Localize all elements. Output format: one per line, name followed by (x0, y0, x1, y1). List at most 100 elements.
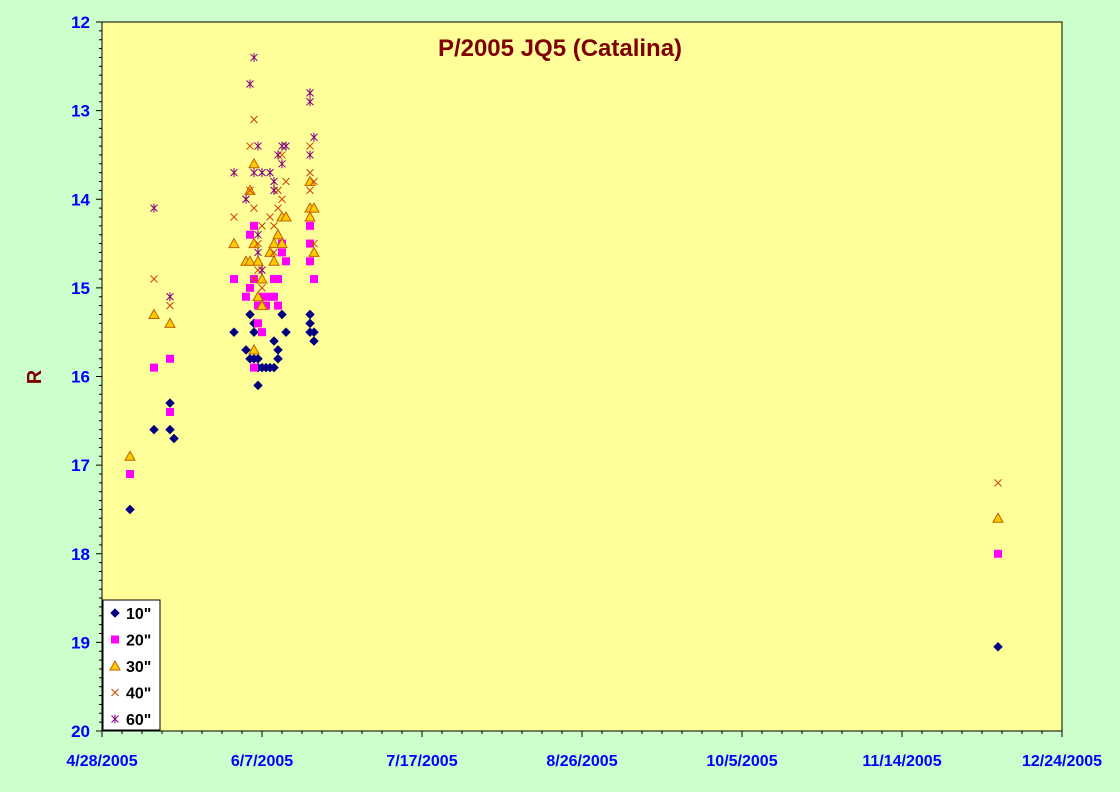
data-point (246, 283, 254, 292)
data-point (278, 248, 286, 257)
legend-label: 10" (126, 606, 151, 623)
data-point (246, 186, 254, 195)
data-point (274, 150, 282, 160)
data-point (308, 202, 320, 213)
y-tick-label: 16 (71, 368, 90, 387)
x-tick-label: 6/7/2005 (231, 753, 293, 770)
data-point (269, 362, 279, 373)
y-tick-labels: 12 13 14 15 16 17 18 19 20 (71, 13, 90, 741)
data-point (166, 354, 174, 363)
data-point (254, 230, 262, 240)
data-point (150, 203, 158, 213)
data-point (124, 450, 136, 461)
data-point (230, 213, 238, 221)
data-point (258, 221, 266, 230)
data-point (126, 469, 134, 478)
data-point (242, 292, 250, 301)
data-point (150, 275, 158, 283)
data-point (254, 247, 262, 257)
data-point (282, 177, 290, 186)
x-tick-label: 7/17/2005 (386, 753, 457, 770)
data-point (270, 221, 278, 230)
y-tick-label: 19 (71, 633, 90, 652)
data-point (994, 549, 1002, 558)
data-point (250, 363, 258, 372)
data-point (306, 239, 314, 248)
data-point (274, 204, 282, 212)
data-point (252, 290, 264, 302)
data-point (230, 275, 238, 284)
data-point (306, 142, 314, 150)
data-point (308, 246, 320, 257)
data-point (250, 221, 258, 230)
data-point (306, 257, 314, 266)
legend-marker (111, 688, 119, 697)
x-tick-label: 11/14/2005 (862, 753, 941, 770)
data-point (166, 407, 174, 416)
data-point (125, 504, 135, 515)
data-point (310, 239, 318, 248)
series-3 (124, 157, 1004, 523)
y-tick-label: 15 (71, 279, 90, 298)
data-point (166, 301, 174, 310)
data-point (282, 141, 290, 151)
data-point (306, 168, 314, 177)
data-point (241, 345, 251, 355)
data-point (229, 327, 239, 338)
data-point (250, 52, 258, 62)
data-point (266, 168, 274, 178)
y-tick-label: 14 (71, 190, 90, 209)
legend-label: 20" (126, 633, 151, 650)
data-point (165, 424, 175, 435)
y-tick-label: 18 (71, 545, 90, 564)
data-point (992, 512, 1004, 523)
data-marks (124, 52, 1004, 652)
data-point (269, 336, 279, 346)
y-tick-label: 13 (71, 102, 90, 121)
legend-label: 30" (126, 659, 151, 676)
data-point (281, 327, 291, 338)
legend-label: 60" (126, 712, 151, 729)
data-point (149, 424, 159, 435)
data-point (268, 255, 280, 266)
data-point (246, 79, 254, 89)
data-point (230, 168, 238, 178)
legend-marker (109, 659, 121, 671)
data-point (277, 309, 287, 320)
data-point (250, 275, 258, 283)
data-point (278, 159, 286, 169)
data-point (270, 177, 278, 187)
legend-items: 10" 20" 30" 40" 60" (109, 606, 151, 729)
data-point (253, 380, 263, 391)
data-point (274, 301, 282, 310)
data-point (306, 186, 314, 195)
data-point (256, 272, 268, 284)
data-point (268, 237, 280, 249)
data-point (280, 210, 292, 222)
data-point (276, 237, 288, 249)
data-point (252, 255, 264, 266)
plot-area (101, 21, 1063, 732)
y-tick-label: 12 (71, 13, 90, 32)
data-point (248, 343, 260, 355)
x-tick-label: 4/28/2005 (66, 753, 137, 770)
data-point (250, 115, 258, 124)
y-tick-label: 17 (71, 456, 90, 475)
data-point (246, 230, 254, 239)
y-axis-label: R (24, 369, 46, 384)
x-tick-labels: 4/28/2005 6/7/2005 7/17/2005 8/26/2005 10/5/… (66, 753, 1102, 770)
data-point (228, 237, 240, 249)
x-tick-label: 10/5/2005 (706, 753, 777, 770)
chart-title: P/2005 JQ5 (Catalina) (438, 35, 682, 62)
data-point (150, 363, 158, 372)
data-point (246, 142, 254, 150)
data-point (164, 317, 176, 328)
data-point (272, 228, 284, 240)
data-point (248, 157, 260, 169)
data-point (148, 308, 160, 319)
data-point (254, 319, 262, 328)
data-point (310, 275, 318, 284)
data-point (270, 248, 278, 257)
data-point (270, 292, 278, 301)
